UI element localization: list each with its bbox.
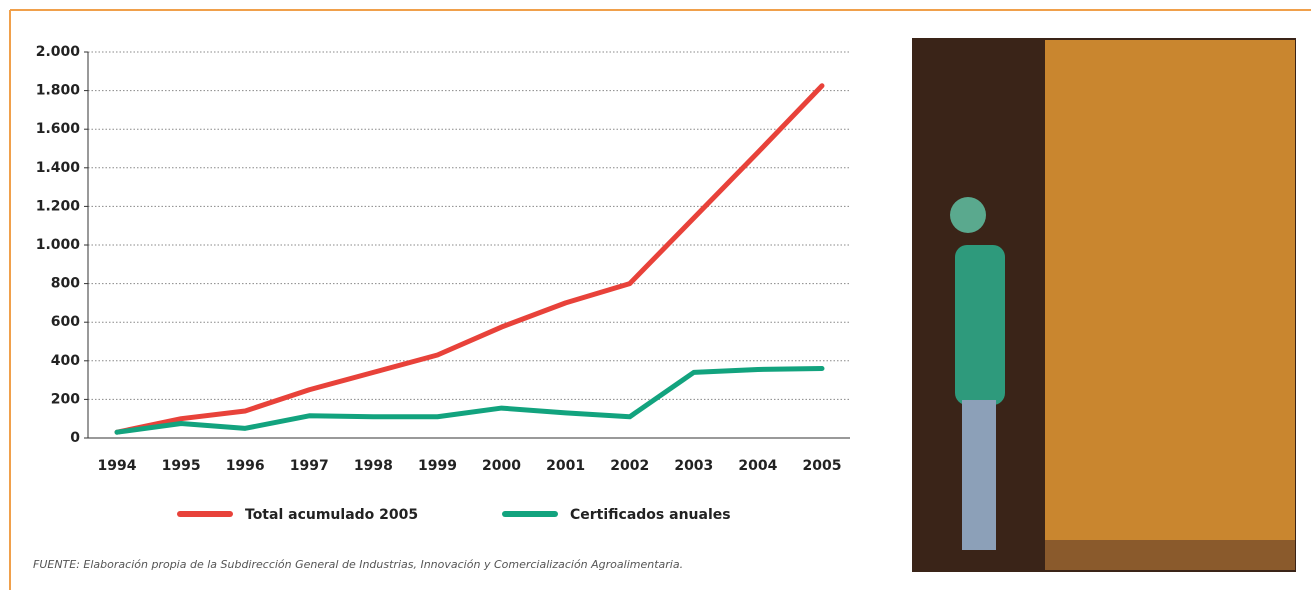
series-line xyxy=(114,83,825,435)
y-tick-label: 2.000 xyxy=(36,44,81,60)
y-tick-label: 1.400 xyxy=(36,160,81,176)
legend-label: Certificados anuales xyxy=(570,507,731,523)
series-line xyxy=(114,366,825,435)
x-tick-label: 2001 xyxy=(546,458,585,474)
y-tick-label: 1.800 xyxy=(36,83,81,99)
legend-label: Total acumulado 2005 xyxy=(245,507,418,523)
x-tick-label: 2003 xyxy=(674,458,713,474)
y-tick-label: 400 xyxy=(51,353,80,369)
x-tick-label: 2002 xyxy=(610,458,649,474)
x-tick-label: 1999 xyxy=(418,458,457,474)
x-tick-label: 1995 xyxy=(162,458,201,474)
source-note: FUENTE: Elaboración propia de la Subdire… xyxy=(33,558,683,571)
x-tick-label: 1994 xyxy=(98,458,137,474)
y-tick-label: 1.200 xyxy=(36,198,81,214)
x-tick-label: 1997 xyxy=(290,458,329,474)
y-tick-label: 200 xyxy=(51,391,80,407)
x-tick-label: 2000 xyxy=(482,458,521,474)
y-tick-label: 1.600 xyxy=(36,121,81,137)
photo xyxy=(912,38,1296,572)
y-tick-label: 800 xyxy=(51,276,80,292)
x-tick-label: 1996 xyxy=(226,458,265,474)
x-tick-label: 2005 xyxy=(803,458,842,474)
x-tick-label: 2004 xyxy=(738,458,777,474)
y-tick-label: 1.000 xyxy=(36,237,81,253)
y-tick-label: 600 xyxy=(51,314,80,330)
y-tick-label: 0 xyxy=(70,430,80,446)
x-tick-label: 1998 xyxy=(354,458,393,474)
